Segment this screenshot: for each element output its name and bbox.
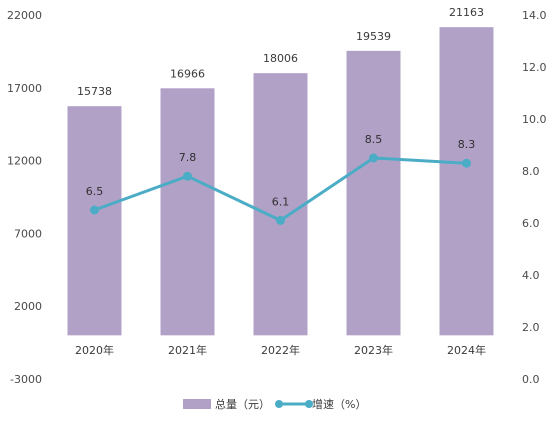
category-label: 2020年 xyxy=(75,343,114,357)
left-tick-label: 17000 xyxy=(7,82,42,95)
line-series xyxy=(90,153,471,225)
line-point xyxy=(90,205,99,215)
legend-line-label: 增速（%） xyxy=(312,397,366,411)
right-tick-label: 14.0 xyxy=(522,9,547,22)
bar-value-label: 19539 xyxy=(356,30,391,43)
bar-series xyxy=(67,27,494,336)
left-tick-label: -3000 xyxy=(10,373,42,386)
right-tick-label: 12.0 xyxy=(522,61,547,74)
legend-bar-label: 总量（元） xyxy=(215,397,270,411)
category-label: 2023年 xyxy=(354,343,393,357)
left-tick-label: 2000 xyxy=(14,300,42,313)
line-value-label: 7.8 xyxy=(179,151,197,164)
line-value-label: 8.3 xyxy=(458,138,476,151)
line-value-label: 8.5 xyxy=(365,133,383,146)
bar-value-label: 21163 xyxy=(449,6,484,19)
line-point xyxy=(369,153,378,163)
category-label: 2024年 xyxy=(447,343,486,357)
left-tick-label: 22000 xyxy=(7,9,42,22)
bar xyxy=(439,27,494,336)
legend-line-marker-right xyxy=(305,400,313,408)
right-tick-label: 6.0 xyxy=(522,217,540,230)
category-label: 2022年 xyxy=(261,343,300,357)
line-data-labels: 6.5 7.8 6.1 8.5 8.3 xyxy=(86,133,476,208)
bar-value-label: 18006 xyxy=(263,52,298,65)
bar-data-labels: 15738 16966 18006 19539 21163 xyxy=(77,6,484,98)
category-axis-labels: 2020年 2021年 2022年 2023年 2024年 xyxy=(75,343,486,357)
line-point xyxy=(183,171,192,181)
line-value-label: 6.5 xyxy=(86,185,104,198)
legend-bar-swatch xyxy=(183,399,211,409)
bar xyxy=(160,88,215,336)
right-tick-label: 2.0 xyxy=(522,321,540,334)
bar-value-label: 15738 xyxy=(77,85,112,98)
line-point xyxy=(276,215,285,225)
bar-value-label: 16966 xyxy=(170,67,205,80)
right-tick-label: 10.0 xyxy=(522,113,547,126)
right-tick-label: 4.0 xyxy=(522,269,540,282)
left-tick-label: 12000 xyxy=(7,155,42,168)
category-label: 2021年 xyxy=(168,343,207,357)
legend: 总量（元） 增速（%） xyxy=(183,397,366,411)
right-tick-label: 0.0 xyxy=(522,373,540,386)
left-tick-label: 7000 xyxy=(14,227,42,240)
legend-line-marker-left xyxy=(275,400,283,408)
bar xyxy=(346,50,401,336)
bar xyxy=(67,106,122,336)
line-point xyxy=(462,158,471,168)
right-tick-label: 8.0 xyxy=(522,165,540,178)
bar xyxy=(253,73,308,336)
line-value-label: 6.1 xyxy=(272,195,290,208)
left-axis-ticks: 22000 17000 12000 7000 2000 -3000 xyxy=(7,9,42,386)
right-axis-ticks: 14.0 12.0 10.0 8.0 6.0 4.0 2.0 0.0 xyxy=(522,9,547,386)
